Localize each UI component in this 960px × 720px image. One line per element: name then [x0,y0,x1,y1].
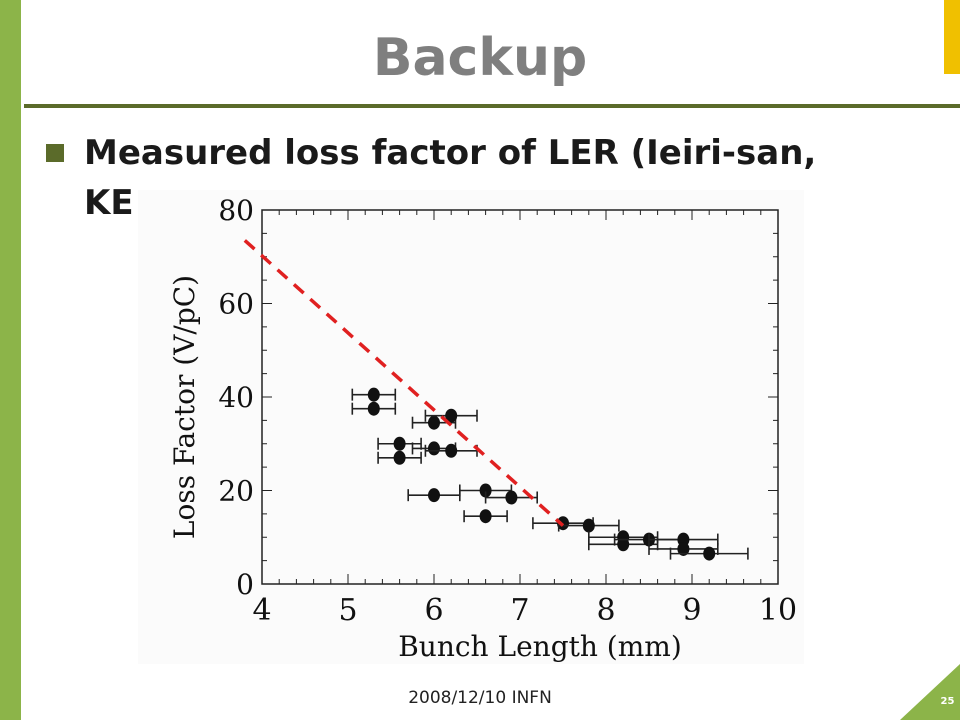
fit-line [243,239,565,527]
data-point [377,450,422,465]
corner-triangle [900,664,960,720]
x-tick-label: 5 [338,593,357,628]
bullet-text: Measured loss factor of LER (Ieiri-san, … [84,133,817,223]
x-tick-label: 4 [252,593,271,628]
bullet-square-icon [46,144,64,162]
y-tick-label: 80 [218,194,254,227]
y-tick-label: 60 [218,288,254,321]
slide-title: Backup [372,28,588,88]
y-tick-label: 40 [218,381,254,414]
chart-svg: 4 5 6 7 8 9 10 0 20 40 60 80 Bunch Length (mm) Loss… [168,194,797,663]
data-point [424,408,478,423]
footer-text: 2008/12/10 INFN [408,688,552,708]
y-tick-label: 20 [218,475,254,508]
y-axis-label: Loss Factor (V/pC) [168,275,201,539]
x-tick-label: 8 [596,593,615,628]
title-divider [24,104,960,108]
x-tick-label: 6 [424,593,443,628]
plot-frame [261,209,779,585]
loss-factor-chart: 4 5 6 7 8 9 10 0 20 40 60 80 Bunch Length (mm) Loss… [138,190,804,664]
x-tick-label: 9 [682,593,701,628]
x-tick-label: 7 [510,593,529,628]
x-axis-label: Bunch Length (mm) [398,630,682,663]
data-point [557,518,620,533]
data-point [351,401,397,416]
data-point [407,488,461,503]
data-point [351,387,397,402]
page-number: 25 [940,696,955,707]
top-right-accent [944,0,960,74]
data-point [463,509,508,524]
x-tick-label: 10 [759,593,797,628]
data-point [484,490,539,505]
data-point [669,546,749,561]
y-tick-label: 0 [236,568,254,601]
left-accent-bar [0,0,21,720]
